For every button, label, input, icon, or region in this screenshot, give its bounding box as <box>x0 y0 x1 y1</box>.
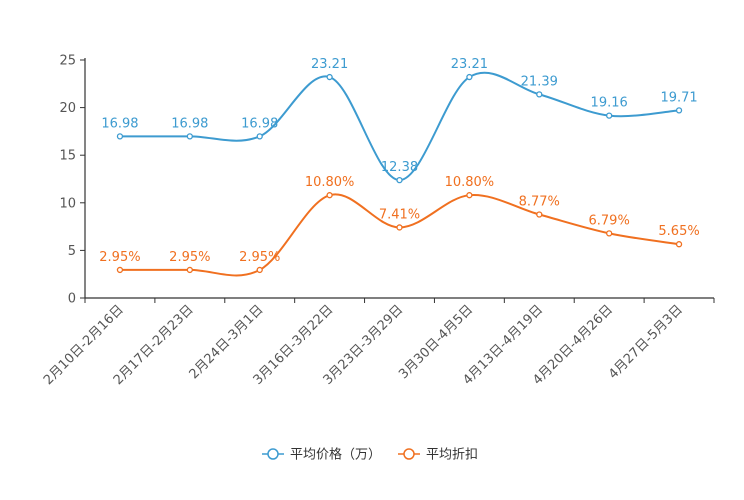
data-label: 7.41% <box>379 207 420 222</box>
data-point[interactable] <box>326 192 333 199</box>
data-label: 16.98 <box>171 116 208 131</box>
y-tick-label: 10 <box>59 196 76 211</box>
x-category-label: 4月27日-5月3日 <box>606 302 686 382</box>
data-label: 6.79% <box>589 213 630 228</box>
data-label: 19.16 <box>591 96 628 111</box>
data-label: 23.21 <box>311 57 348 72</box>
data-point[interactable] <box>396 176 403 184</box>
series-layer: 16.98 16.98 16.98 23.21 12.38 23.21 21.39 19.16… <box>99 57 700 277</box>
legend-item-1[interactable]: 平均价格（万） <box>262 447 381 463</box>
data-point[interactable] <box>536 211 543 218</box>
data-point[interactable] <box>675 107 683 114</box>
data-label: 10.80% <box>305 175 355 190</box>
data-label: 16.98 <box>101 116 138 131</box>
legend-marker-icon <box>403 448 415 460</box>
y-tick-label: 0 <box>68 292 76 307</box>
legend-label: 平均折扣 <box>426 448 478 463</box>
x-category-label: 2月24日-3月1日 <box>187 302 267 382</box>
data-label: 21.39 <box>521 74 558 89</box>
data-point[interactable] <box>466 73 473 81</box>
data-label: 2.95% <box>239 250 280 265</box>
series-1: 16.98 16.98 16.98 23.21 12.38 23.21 21.39 19.16… <box>101 57 698 184</box>
data-label: 10.80% <box>445 175 495 190</box>
data-point[interactable] <box>186 266 193 274</box>
data-point[interactable] <box>606 112 613 119</box>
legend-marker-icon <box>267 448 279 460</box>
data-label: 12.38 <box>381 160 418 175</box>
data-label: 2.95% <box>99 250 140 265</box>
legend-label: 平均价格（万） <box>290 447 381 463</box>
data-point[interactable] <box>466 192 473 199</box>
data-point[interactable] <box>116 133 124 140</box>
data-point[interactable] <box>536 91 543 98</box>
y-tick-label: 15 <box>59 149 76 164</box>
legend-item-2[interactable]: 平均折扣 <box>398 448 478 463</box>
data-label: 16.98 <box>241 116 278 131</box>
data-point[interactable] <box>256 266 263 274</box>
legend: 平均价格（万） 平均折扣 <box>262 447 478 463</box>
data-label: 8.77% <box>519 195 560 210</box>
series-2: 2.95% 2.95% 2.95% 10.80% 7.41% 10.80% 8.77% 6.7… <box>99 175 700 277</box>
data-point[interactable] <box>256 133 263 140</box>
data-label: 2.95% <box>169 250 210 265</box>
data-label: 23.21 <box>451 57 488 72</box>
y-tick-label: 20 <box>59 101 76 116</box>
data-point[interactable] <box>326 73 333 81</box>
data-label: 19.71 <box>660 90 697 105</box>
data-label: 5.65% <box>658 224 699 239</box>
data-point[interactable] <box>186 133 193 140</box>
x-category-label: 3月30日-4月5日 <box>396 302 476 382</box>
data-point[interactable] <box>116 266 124 274</box>
data-point[interactable] <box>606 230 613 237</box>
data-point[interactable] <box>675 241 683 248</box>
y-tick-label: 5 <box>68 244 76 259</box>
data-point[interactable] <box>396 224 403 231</box>
y-tick-label: 25 <box>59 54 76 69</box>
